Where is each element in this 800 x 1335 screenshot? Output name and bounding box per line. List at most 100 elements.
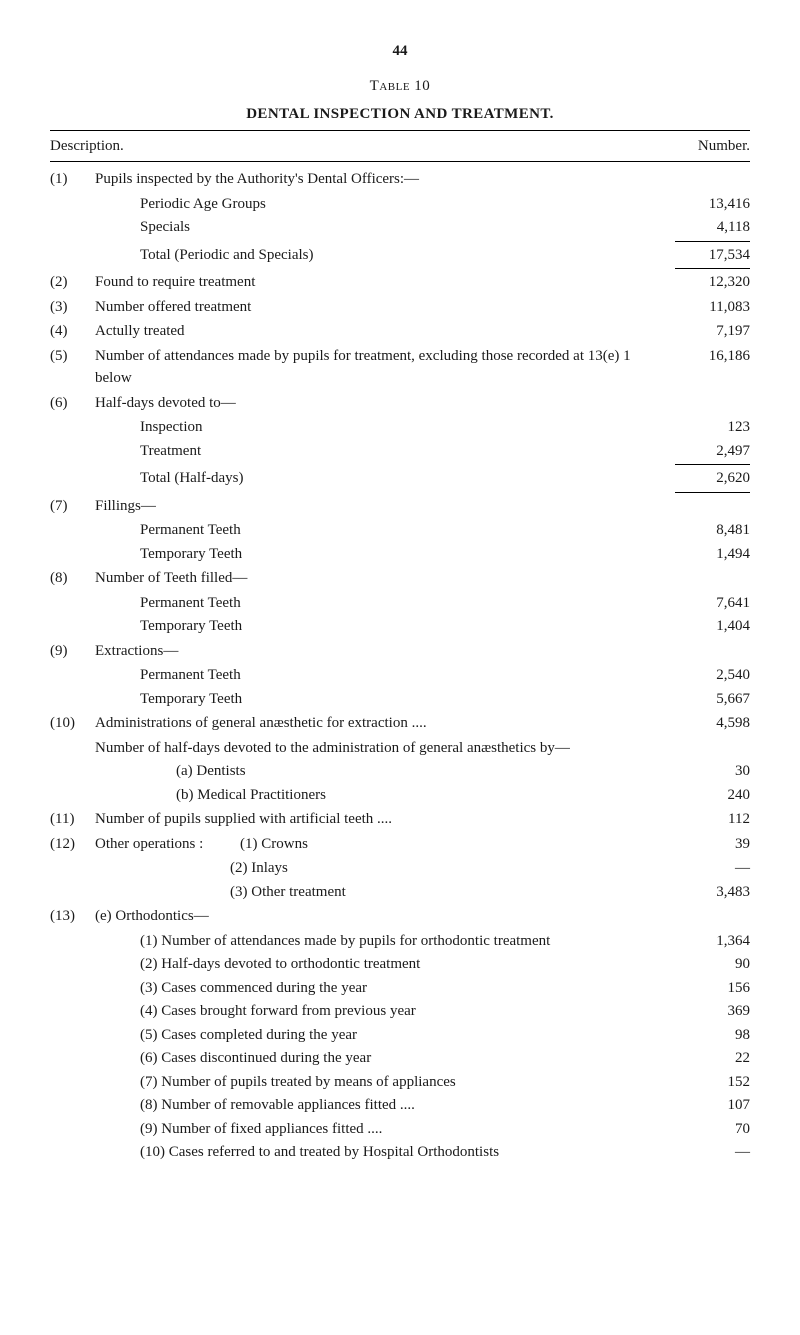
sub-val: 39: [675, 833, 750, 856]
item-text: Actully treated: [95, 320, 675, 343]
rule: [50, 161, 750, 162]
sub-val: 13,416: [675, 193, 750, 216]
sub-val: 1,404: [675, 615, 750, 638]
item-number: (10): [50, 712, 95, 735]
item-number: (5): [50, 345, 95, 368]
sub-text: (7) Number of pupils treated by means of…: [140, 1071, 675, 1094]
sub-row: Inspection 123: [50, 416, 750, 439]
sub-row: (2) Half-days devoted to orthodontic tre…: [50, 953, 750, 976]
sub-text: (5) Cases completed during the year: [140, 1024, 675, 1047]
item-val: 4,598: [675, 712, 750, 735]
item-text: Pupils inspected by the Authority's Dent…: [95, 168, 750, 191]
item-text: Fillings—: [95, 495, 750, 518]
rule: [675, 241, 750, 242]
sub-val: —: [675, 857, 750, 880]
item-number: (9): [50, 640, 95, 663]
sub-text: Treatment: [140, 440, 675, 463]
description-header: Description.: [50, 135, 124, 158]
sub-row: (10) Cases referred to and treated by Ho…: [50, 1141, 750, 1164]
sub-val: 30: [675, 760, 750, 783]
sub-row: Temporary Teeth 5,667: [50, 688, 750, 711]
item-number: (3): [50, 296, 95, 319]
item-val: 16,186: [675, 345, 750, 368]
sub-text: Temporary Teeth: [140, 543, 675, 566]
sub-val: 2,497: [675, 440, 750, 463]
sub-row: (a) Dentists 30: [50, 760, 750, 783]
rule: [50, 130, 750, 131]
item-number: (12): [50, 833, 95, 856]
item-text: Extractions—: [95, 640, 750, 663]
sub-text: (a) Dentists: [176, 760, 675, 783]
sub-text: (6) Cases discontinued during the year: [140, 1047, 675, 1070]
item-number: (13): [50, 905, 95, 928]
sub-text: (8) Number of removable appliances fitte…: [140, 1094, 675, 1117]
item-val: 11,083: [675, 296, 750, 319]
item-12: (12) Other operations : (1) Crowns 39: [50, 833, 750, 856]
item-number: (11): [50, 808, 95, 831]
item-val: 112: [675, 808, 750, 831]
sub-text: Permanent Teeth: [140, 519, 675, 542]
item-number: (2): [50, 271, 95, 294]
sub-row: (8) Number of removable appliances fitte…: [50, 1094, 750, 1117]
sub-val: 4,118: [675, 216, 750, 239]
page-number: 44: [50, 40, 750, 63]
item-9: (9) Extractions—: [50, 640, 750, 663]
item-7: (7) Fillings—: [50, 495, 750, 518]
sub-val: 152: [675, 1071, 750, 1094]
sub-row: Temporary Teeth 1,494: [50, 543, 750, 566]
sub-row: Periodic Age Groups 13,416: [50, 193, 750, 216]
item-val: 7,197: [675, 320, 750, 343]
sub-row: Specials 4,118: [50, 216, 750, 239]
item-number: (1): [50, 168, 95, 191]
sub-row: (3) Other treatment 3,483: [50, 881, 750, 904]
total-text: Total (Half-days): [140, 467, 675, 490]
sub-row: (3) Cases commenced during the year 156: [50, 977, 750, 1000]
sub-text: Specials: [140, 216, 675, 239]
total-row: Total (Half-days) 2,620: [50, 467, 750, 490]
sub-val: 2,540: [675, 664, 750, 687]
item-8: (8) Number of Teeth filled—: [50, 567, 750, 590]
sub-text: (4) Cases brought forward from previous …: [140, 1000, 675, 1023]
sub-row: Permanent Teeth 8,481: [50, 519, 750, 542]
sub-row: (2) Inlays —: [50, 857, 750, 880]
sub-val: 240: [675, 784, 750, 807]
table-label: Table 10: [50, 75, 750, 98]
sub-val: 369: [675, 1000, 750, 1023]
item-text: Other operations :: [95, 833, 240, 856]
item-11: (11) Number of pupils supplied with arti…: [50, 808, 750, 831]
sub-val: 107: [675, 1094, 750, 1117]
item-text: Number of attendances made by pupils for…: [95, 345, 675, 390]
sub-row: (b) Medical Practitioners 240: [50, 784, 750, 807]
sub-text: (1) Number of attendances made by pupils…: [140, 930, 675, 953]
sub-val: 5,667: [675, 688, 750, 711]
sub-text: (1) Crowns: [240, 833, 675, 856]
item-number: (6): [50, 392, 95, 415]
sub-val: 70: [675, 1118, 750, 1141]
main-title: DENTAL INSPECTION AND TREATMENT.: [50, 103, 750, 126]
item-text: Number of pupils supplied with artificia…: [95, 808, 675, 831]
item-1: (1) Pupils inspected by the Authority's …: [50, 168, 750, 191]
sub-text: (9) Number of fixed appliances fitted ..…: [140, 1118, 675, 1141]
item-number: (7): [50, 495, 95, 518]
item-text: Found to require treatment: [95, 271, 675, 294]
item-2: (2) Found to require treatment 12,320: [50, 271, 750, 294]
item-6: (6) Half-days devoted to—: [50, 392, 750, 415]
sub-text: Permanent Teeth: [140, 592, 675, 615]
sub-text: Permanent Teeth: [140, 664, 675, 687]
total-val: 2,620: [675, 467, 750, 490]
sub-row: (1) Number of attendances made by pupils…: [50, 930, 750, 953]
item-10-note: Number of half-days devoted to the admin…: [50, 737, 750, 760]
sub-row: (5) Cases completed during the year 98: [50, 1024, 750, 1047]
sub-val: 7,641: [675, 592, 750, 615]
sub-text: Inspection: [140, 416, 675, 439]
total-row: Total (Periodic and Specials) 17,534: [50, 244, 750, 267]
sub-row: (7) Number of pupils treated by means of…: [50, 1071, 750, 1094]
item-13: (13) (e) Orthodontics—: [50, 905, 750, 928]
sub-val: 8,481: [675, 519, 750, 542]
item-val: 12,320: [675, 271, 750, 294]
item-10: (10) Administrations of general anæsthet…: [50, 712, 750, 735]
sub-text: (2) Half-days devoted to orthodontic tre…: [140, 953, 675, 976]
total-val: 17,534: [675, 244, 750, 267]
sub-text: (3) Cases commenced during the year: [140, 977, 675, 1000]
sub-row: Temporary Teeth 1,404: [50, 615, 750, 638]
